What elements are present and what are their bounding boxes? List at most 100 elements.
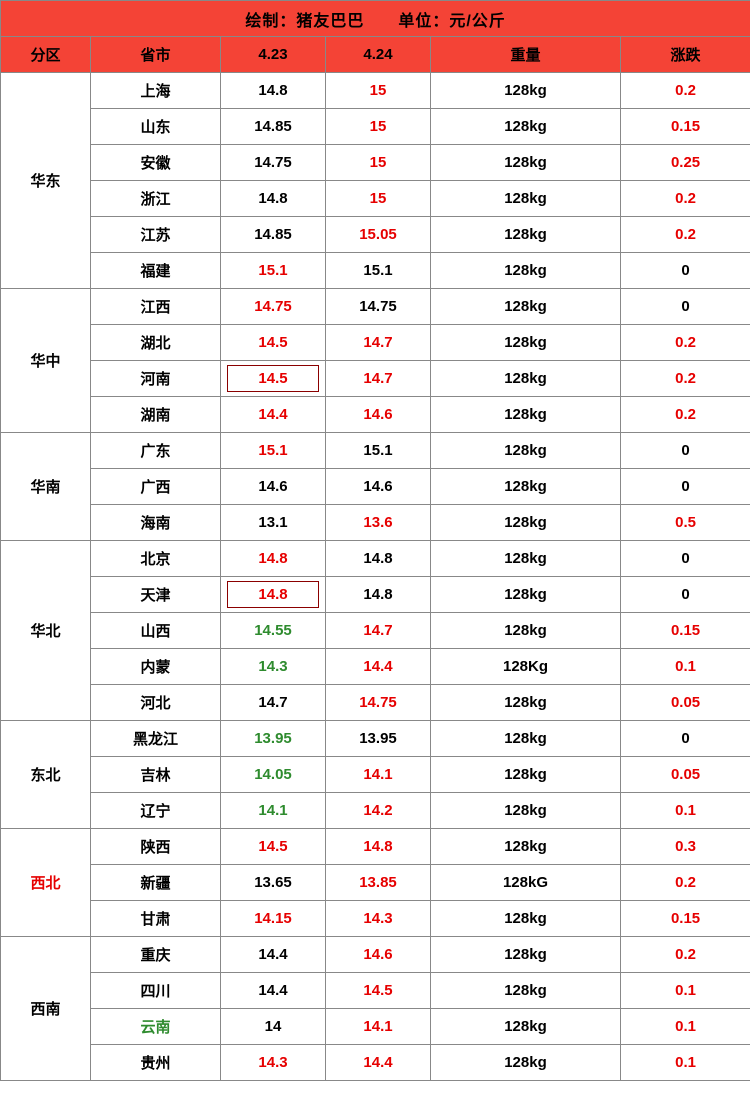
price-d1-cell: 14.75 bbox=[221, 145, 326, 181]
weight-cell: 128kg bbox=[431, 757, 621, 793]
table-row: 华中江西14.7514.75128kg0 bbox=[1, 289, 750, 325]
price-d1-cell: 14.3 bbox=[221, 649, 326, 685]
change-cell: 0.15 bbox=[621, 109, 750, 145]
price-d1-cell: 14.8 bbox=[221, 181, 326, 217]
region-cell: 华北 bbox=[1, 541, 91, 721]
price-d2-cell: 15 bbox=[326, 145, 431, 181]
weight-cell: 128kg bbox=[431, 253, 621, 289]
price-d2-cell: 13.95 bbox=[326, 721, 431, 757]
price-d1-cell: 14.5 bbox=[221, 325, 326, 361]
province-cell: 陕西 bbox=[91, 829, 221, 865]
price-d2-cell: 13.6 bbox=[326, 505, 431, 541]
weight-cell: 128kg bbox=[431, 793, 621, 829]
province-cell: 山西 bbox=[91, 613, 221, 649]
price-table: 绘制：猪友巴巴 单位：元/公斤 分区 省市 4.23 4.24 重量 涨跌 华东… bbox=[0, 0, 750, 1081]
price-d1-cell: 14.4 bbox=[221, 397, 326, 433]
table-row: 浙江14.815128kg0.2 bbox=[1, 181, 750, 217]
table-row: 福建15.115.1128kg0 bbox=[1, 253, 750, 289]
change-cell: 0 bbox=[621, 433, 750, 469]
table-row: 西北陕西14.514.8128kg0.3 bbox=[1, 829, 750, 865]
table-row: 安徽14.7515128kg0.25 bbox=[1, 145, 750, 181]
region-cell: 西北 bbox=[1, 829, 91, 937]
change-cell: 0.15 bbox=[621, 613, 750, 649]
weight-cell: 128kg bbox=[431, 721, 621, 757]
price-d1-cell: 14.85 bbox=[221, 109, 326, 145]
price-d1-cell: 14.5 bbox=[221, 829, 326, 865]
change-cell: 0 bbox=[621, 289, 750, 325]
table-row: 华东上海14.815128kg0.2 bbox=[1, 73, 750, 109]
province-cell: 海南 bbox=[91, 505, 221, 541]
change-cell: 0 bbox=[621, 541, 750, 577]
price-d2-cell: 14.7 bbox=[326, 325, 431, 361]
weight-cell: 128kg bbox=[431, 433, 621, 469]
price-d2-cell: 14.6 bbox=[326, 469, 431, 505]
province-cell: 河南 bbox=[91, 361, 221, 397]
change-cell: 0.1 bbox=[621, 1045, 750, 1081]
price-d1-cell: 14.6 bbox=[221, 469, 326, 505]
weight-cell: 128kg bbox=[431, 325, 621, 361]
price-d2-cell: 14.8 bbox=[326, 577, 431, 613]
price-d1-cell: 15.1 bbox=[221, 433, 326, 469]
price-d2-cell: 14.4 bbox=[326, 649, 431, 685]
region-cell: 华南 bbox=[1, 433, 91, 541]
weight-cell: 128kg bbox=[431, 361, 621, 397]
change-cell: 0.2 bbox=[621, 181, 750, 217]
weight-cell: 128kg bbox=[431, 577, 621, 613]
price-d1-cell: 14.8 bbox=[221, 73, 326, 109]
change-cell: 0.1 bbox=[621, 649, 750, 685]
change-cell: 0.15 bbox=[621, 901, 750, 937]
table-row: 湖南14.414.6128kg0.2 bbox=[1, 397, 750, 433]
col-weight: 重量 bbox=[431, 37, 621, 73]
change-cell: 0.2 bbox=[621, 217, 750, 253]
header-row: 分区 省市 4.23 4.24 重量 涨跌 bbox=[1, 37, 750, 73]
table-row: 湖北14.514.7128kg0.2 bbox=[1, 325, 750, 361]
price-d2-cell: 14.7 bbox=[326, 361, 431, 397]
change-cell: 0.3 bbox=[621, 829, 750, 865]
price-d1-cell: 13.95 bbox=[221, 721, 326, 757]
price-d1-cell: 14.3 bbox=[221, 1045, 326, 1081]
province-cell: 云南 bbox=[91, 1009, 221, 1045]
col-date1: 4.23 bbox=[221, 37, 326, 73]
price-d1-cell: 14.4 bbox=[221, 973, 326, 1009]
province-cell: 广西 bbox=[91, 469, 221, 505]
table-row: 贵州14.314.4128kg0.1 bbox=[1, 1045, 750, 1081]
province-cell: 辽宁 bbox=[91, 793, 221, 829]
table-title: 绘制：猪友巴巴 单位：元/公斤 bbox=[1, 1, 750, 37]
title-row: 绘制：猪友巴巴 单位：元/公斤 bbox=[1, 1, 750, 37]
price-d1-cell: 14.7 bbox=[221, 685, 326, 721]
price-d1-cell: 14.05 bbox=[221, 757, 326, 793]
price-d2-cell: 14.8 bbox=[326, 541, 431, 577]
price-d1-cell: 14 bbox=[221, 1009, 326, 1045]
table-row: 山东14.8515128kg0.15 bbox=[1, 109, 750, 145]
price-d2-cell: 14.1 bbox=[326, 1009, 431, 1045]
province-cell: 新疆 bbox=[91, 865, 221, 901]
price-d2-cell: 14.6 bbox=[326, 937, 431, 973]
price-d1-cell: 14.5 bbox=[221, 361, 326, 397]
price-d1-cell: 15.1 bbox=[221, 253, 326, 289]
weight-cell: 128kg bbox=[431, 217, 621, 253]
province-cell: 福建 bbox=[91, 253, 221, 289]
price-d2-cell: 14.5 bbox=[326, 973, 431, 1009]
weight-cell: 128kg bbox=[431, 109, 621, 145]
weight-cell: 128kg bbox=[431, 1009, 621, 1045]
change-cell: 0.5 bbox=[621, 505, 750, 541]
col-province: 省市 bbox=[91, 37, 221, 73]
change-cell: 0.2 bbox=[621, 865, 750, 901]
province-cell: 山东 bbox=[91, 109, 221, 145]
weight-cell: 128kG bbox=[431, 865, 621, 901]
region-cell: 西南 bbox=[1, 937, 91, 1081]
province-cell: 江西 bbox=[91, 289, 221, 325]
table-row: 江苏14.8515.05128kg0.2 bbox=[1, 217, 750, 253]
province-cell: 重庆 bbox=[91, 937, 221, 973]
price-d2-cell: 14.7 bbox=[326, 613, 431, 649]
change-cell: 0.1 bbox=[621, 973, 750, 1009]
table-row: 四川14.414.5128kg0.1 bbox=[1, 973, 750, 1009]
weight-cell: 128kg bbox=[431, 937, 621, 973]
price-d1-cell: 13.65 bbox=[221, 865, 326, 901]
province-cell: 北京 bbox=[91, 541, 221, 577]
weight-cell: 128kg bbox=[431, 901, 621, 937]
price-d2-cell: 14.3 bbox=[326, 901, 431, 937]
region-cell: 东北 bbox=[1, 721, 91, 829]
weight-cell: 128kg bbox=[431, 1045, 621, 1081]
price-d2-cell: 15.05 bbox=[326, 217, 431, 253]
